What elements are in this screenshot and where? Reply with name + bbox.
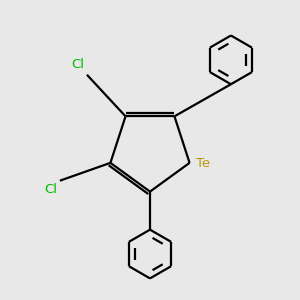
Text: Cl: Cl: [44, 183, 58, 196]
Text: Te: Te: [196, 157, 210, 170]
Text: Cl: Cl: [71, 58, 85, 71]
